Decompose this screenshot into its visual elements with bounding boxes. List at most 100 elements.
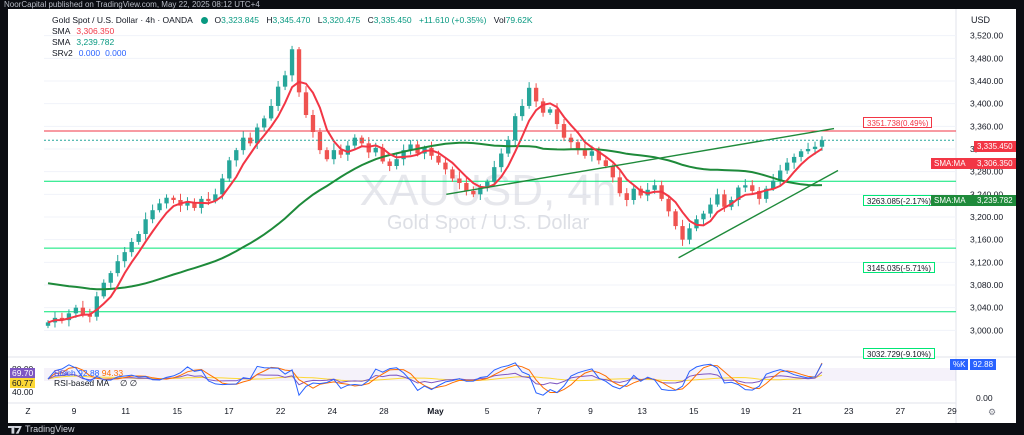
settings-gear-icon[interactable]: ⚙ [988,407,997,417]
candle-body [171,197,176,200]
candle-body [401,150,406,160]
candle-body [150,210,155,220]
legend-high: 3,345.470 [272,15,311,25]
candle-body [255,127,260,144]
candle-body [764,188,769,199]
candle-body [157,203,162,211]
nan-marks: ∅ ∅ [120,378,138,388]
x-tick-label: 22 [276,406,286,416]
stoch-legend[interactable]: Stoch 92.88 94.33 [52,368,125,378]
chart-area[interactable]: 3,000.00 3,040.00 3,080.00 3,120.00 3,160.00… [8,9,1016,423]
x-tick-label: 19 [741,406,751,416]
candle-body [582,150,588,156]
sma-fast-line [47,80,823,324]
price-tag-sma-slow-name: SMA:MA [931,195,974,206]
x-tick-label: 7 [536,406,541,416]
legend-srv2[interactable]: SRv2 0.000 0.000 [52,48,126,58]
x-tick-label: 24 [328,406,338,416]
candle-body [471,190,476,195]
x-tick-label: 13 [637,406,647,416]
y-tick-label: 3,440.00 [970,76,1003,86]
legend-high-label: H [266,15,273,25]
rsi-ma-label: RSI-based MA [54,378,110,388]
candle-body [513,116,518,140]
publisher-bar: NoorCapital published on TradingView.com… [0,0,1024,9]
candle-body [185,202,190,206]
legend-title: Gold Spot / U.S. Dollar · 4h · OANDA [52,15,193,25]
candle-body [687,228,692,240]
y-tick-label: 3,040.00 [970,303,1003,313]
candle-body [680,226,685,240]
legend-open: 3,323.845 [221,15,259,25]
legend-sma-slow-value: 3,239.782 [76,37,115,47]
candle-body [317,132,323,151]
candle-body [227,160,232,179]
candle-body [429,147,434,156]
candle-body [136,234,141,242]
y-tick-label: 3,080.00 [970,280,1003,290]
candle-body [129,241,134,253]
candle-body [478,187,483,195]
candle-body [624,193,629,200]
candle-body [568,137,574,143]
candle-body [66,313,72,321]
candle-body [708,204,713,214]
candle-body [296,49,302,93]
candle-body [234,150,239,161]
y-tick-label: 3,240.00 [970,189,1003,199]
y-tick-label: 3,000.00 [970,325,1003,335]
candle-body [220,178,225,195]
y-tick-label: 3,200.00 [970,212,1003,222]
y-tick-label: 3,480.00 [970,53,1003,63]
candle-body [561,124,567,138]
stoch-k-tag: %K [950,359,969,370]
candle-body [80,307,86,315]
price-axis-panel [956,9,1016,423]
candle-body [652,185,657,190]
footer-brand: TradingView [25,424,75,434]
candle-body [338,150,344,155]
y-tick-label: 3,520.00 [970,31,1003,41]
candle-body [791,156,797,163]
rsi-label: RSI [54,368,69,378]
legend-srv2-label: SRv2 [52,48,73,58]
watermark-name: Gold Spot / U.S. Dollar [387,212,590,234]
price-chart-svg[interactable]: 3,000.00 3,040.00 3,080.00 3,120.00 3,160.00… [8,9,1016,423]
candle-body [380,147,385,162]
x-tick-label: 27 [896,406,906,416]
candle-body [45,322,51,326]
price-tag-sma-slow: 3,239.782 [974,195,1016,206]
y-tick-label: 3,120.00 [970,257,1003,267]
legend-open-label: O [214,15,222,25]
legend-sma-slow[interactable]: SMA 3,239.782 [52,37,114,47]
x-tick-label: Z [25,406,30,416]
watermark-symbol: XAUUSD, 4h [360,166,617,215]
legend-sma-fast[interactable]: SMA 3,306.350 [52,26,114,36]
candle-body [617,177,622,194]
candle-body [457,178,462,183]
candle-body [492,167,497,182]
price-tag-sma-fast: 3,306.350 [974,158,1016,169]
candle-body [805,149,811,152]
channel-upper-line [446,127,835,196]
candle-body [275,86,281,106]
stoch-k-line [47,362,823,397]
y-tick-label: 3,360.00 [970,121,1003,131]
market-status-icon [201,17,209,24]
candle-body [540,101,546,113]
legend-low: 3,320.475 [322,15,361,25]
candle-body [94,296,99,317]
y-tick-label: 3,160.00 [970,235,1003,245]
candle-body [143,219,148,234]
candle-body [771,180,776,189]
legend-vol-label: Vol [493,15,506,25]
stoch-k-value: 92.88 [78,368,100,378]
candle-body [241,137,246,151]
candle-body [778,170,783,181]
candle-body [673,211,678,227]
candle-body [303,92,309,115]
rsi-ma-value-tag: 60.77 [10,378,36,388]
legend-ohlc-row: Gold Spot / U.S. Dollar · 4h · OANDA O3,… [52,15,538,25]
candle-body [248,137,253,144]
candle-body [324,150,330,160]
